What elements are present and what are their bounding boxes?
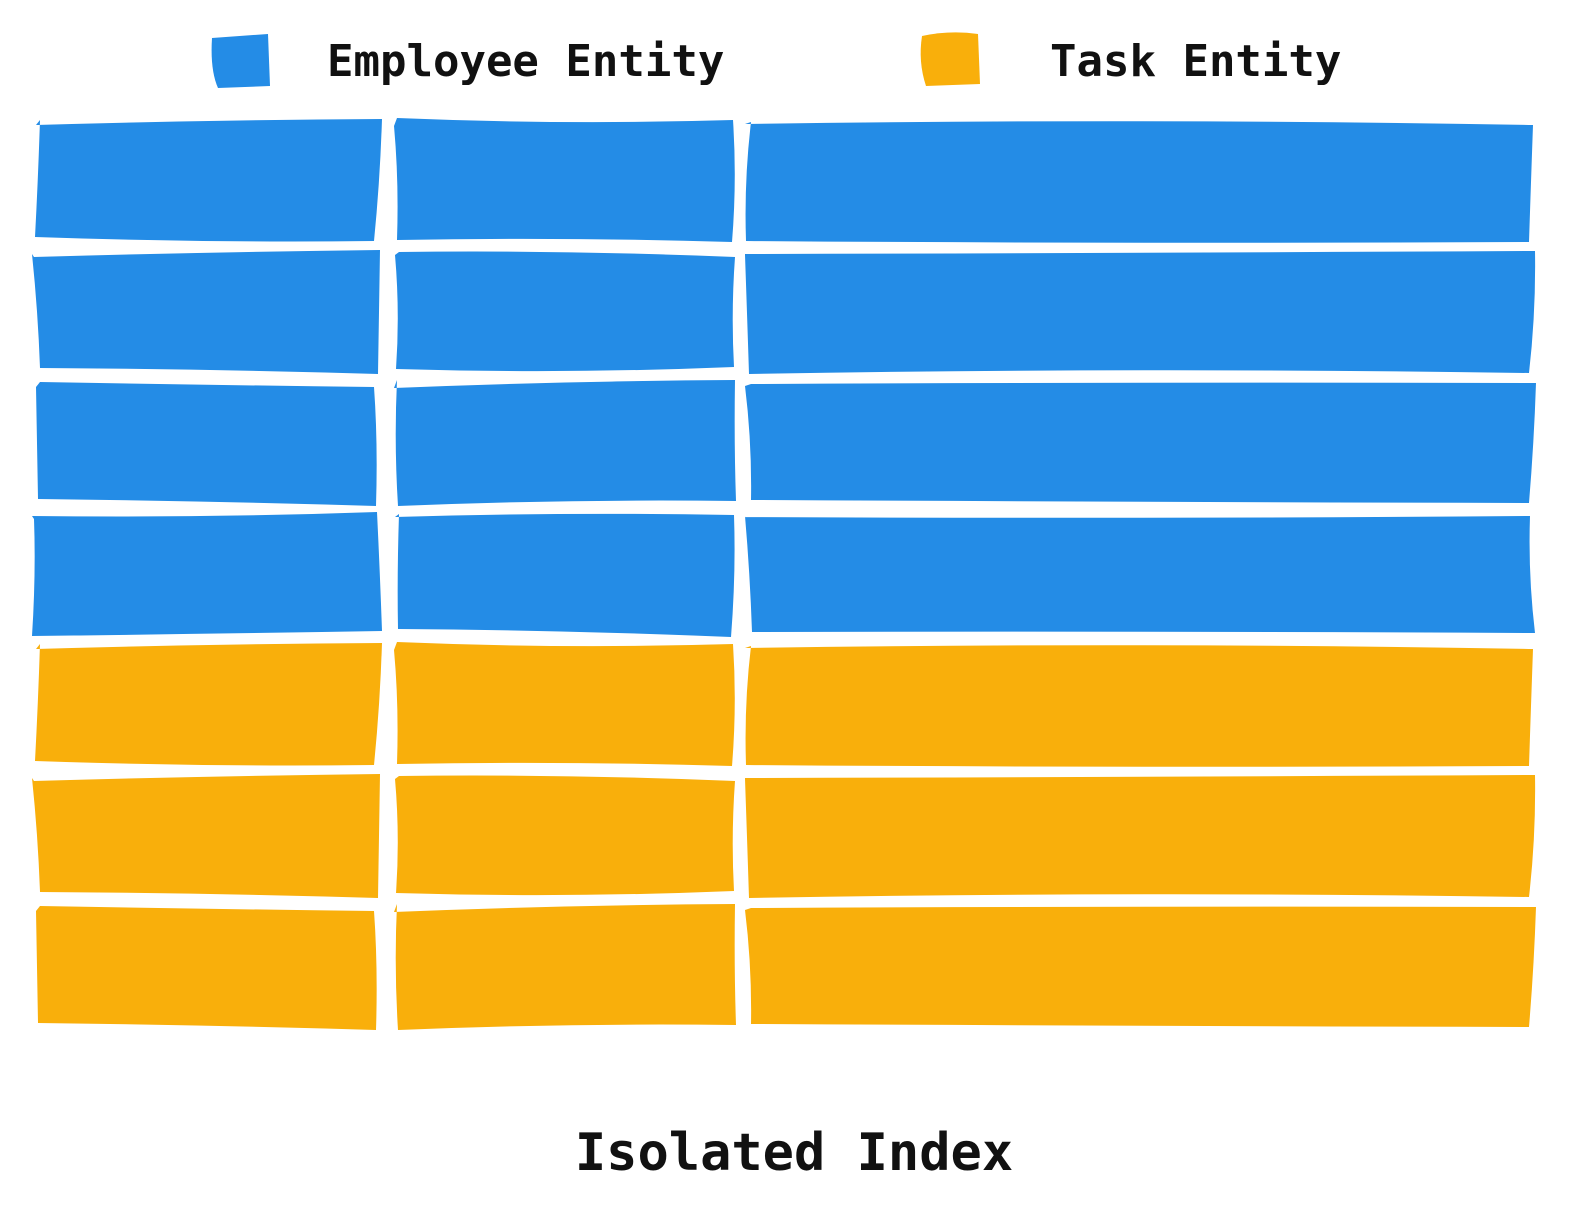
task-block-r7-c2 — [394, 904, 736, 1030]
task-block-r7-c3 — [745, 906, 1536, 1027]
task-block-r6-c1 — [32, 774, 380, 898]
task-block-r5-c1 — [35, 643, 382, 766]
legend-label-employee: Employee Entity — [327, 36, 724, 87]
employee-block-r1-c3 — [745, 121, 1533, 243]
task-block-r7-c1 — [36, 906, 377, 1030]
legend-swatch-employee — [211, 34, 270, 88]
task-block-r5-c2 — [394, 642, 735, 766]
employee-block-r4-c2 — [395, 513, 735, 637]
employee-block-r3-c2 — [394, 380, 736, 506]
index-grid — [32, 118, 1536, 1030]
legend-swatch-task — [920, 32, 980, 86]
employee-block-r1-c2 — [394, 118, 735, 242]
legend: Employee Entity Task Entity — [211, 32, 1341, 88]
legend-item-employee: Employee Entity — [211, 34, 724, 88]
employee-block-r3-c1 — [36, 382, 377, 506]
employee-block-r2-c3 — [745, 251, 1536, 374]
employee-block-r3-c3 — [745, 382, 1536, 503]
employee-block-r4-c3 — [745, 516, 1535, 633]
legend-item-task: Task Entity — [920, 32, 1341, 87]
diagram-caption: Isolated Index — [575, 1123, 1013, 1183]
employee-block-r2-c2 — [395, 251, 735, 372]
task-block-r6-c2 — [395, 775, 735, 896]
task-block-r5-c3 — [745, 645, 1533, 767]
legend-label-task: Task Entity — [1050, 36, 1341, 87]
employee-block-r2-c1 — [32, 250, 380, 374]
employee-block-r4-c1 — [32, 512, 382, 636]
task-block-r6-c3 — [745, 775, 1536, 898]
employee-block-r1-c1 — [35, 119, 382, 242]
